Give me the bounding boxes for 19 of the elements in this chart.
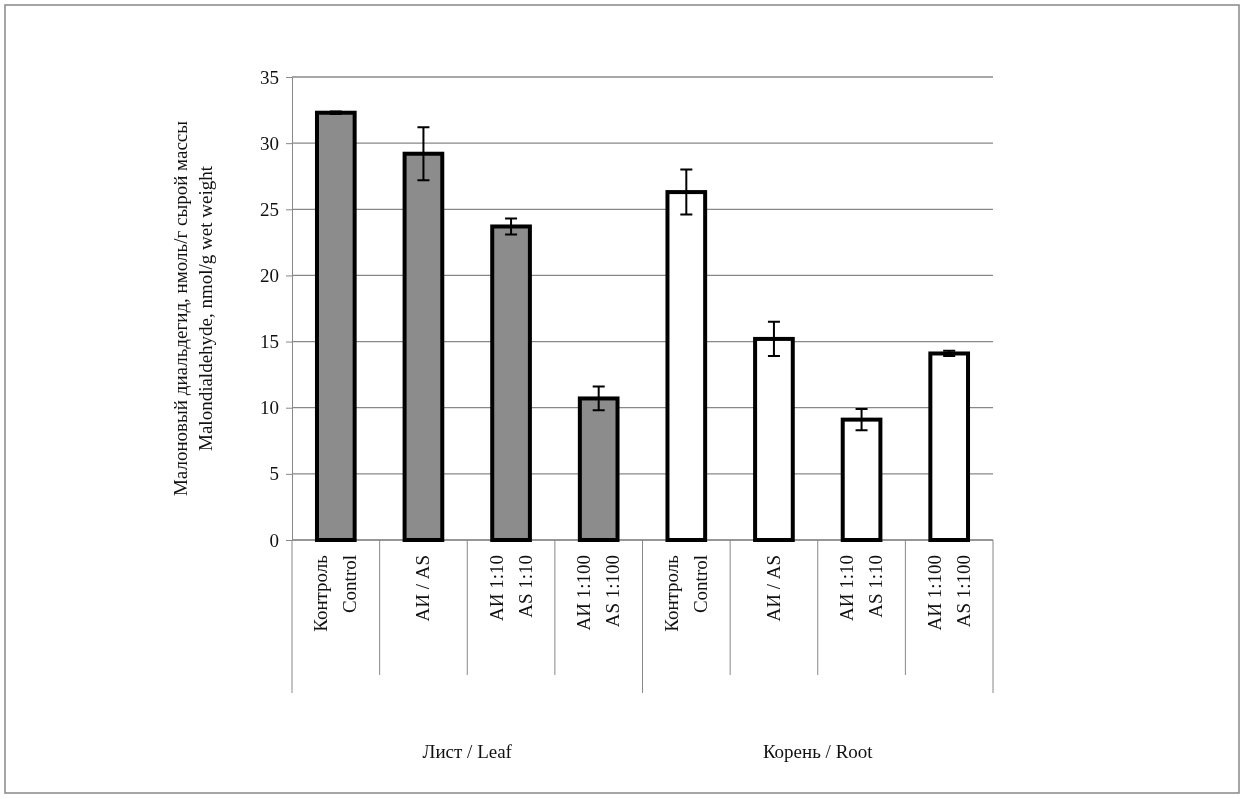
y-axis-title: Малоновый диальдегид, нмоль/г сырой массы Malondialdehyde, nmol/g wet weight bbox=[169, 120, 216, 497]
x-tick-label: АИ / AS bbox=[412, 555, 434, 622]
y-tick-label: 30 bbox=[260, 132, 279, 154]
y-tick-label: 35 bbox=[260, 66, 279, 88]
y-tick-label: 0 bbox=[269, 529, 279, 551]
x-tick-label: АИ 1:10 AS 1:10 bbox=[836, 555, 887, 621]
y-tick-label: 5 bbox=[269, 463, 279, 485]
x-tick-label: АИ 1:100 AS 1:100 bbox=[573, 555, 624, 631]
y-tick-label: 25 bbox=[260, 198, 279, 220]
y-tick-label: 15 bbox=[260, 331, 279, 353]
text: Корень / Root bbox=[762, 741, 874, 762]
x-tick-label: Контроль Control bbox=[310, 554, 361, 632]
x-tick-label: АИ 1:10 AS 1:10 bbox=[485, 555, 536, 621]
x-tick-label: АИ 1:100 AS 1:100 bbox=[923, 555, 974, 631]
text: Лист / Leaf bbox=[422, 741, 513, 762]
x-tick-label: АИ / AS bbox=[762, 555, 784, 622]
y-tick-label: 10 bbox=[260, 397, 279, 419]
y-tick-label: 20 bbox=[260, 265, 279, 287]
x-tick-label: Контроль Control bbox=[660, 554, 711, 632]
